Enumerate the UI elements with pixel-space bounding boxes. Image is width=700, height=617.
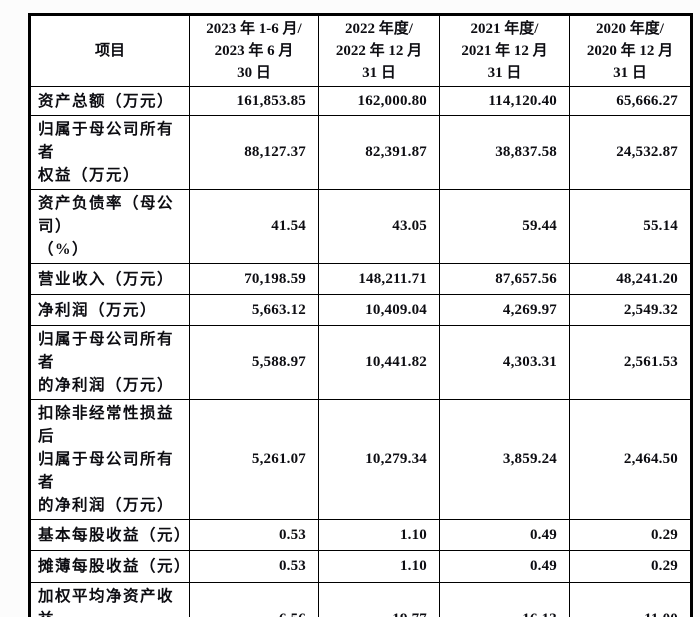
cell-value: 10,279.34 bbox=[318, 399, 440, 520]
cell-value: 5,663.12 bbox=[189, 294, 319, 326]
column-header-item: 项目 bbox=[29, 14, 190, 87]
cell-value: 2,464.50 bbox=[569, 399, 692, 520]
cell-value: 0.49 bbox=[439, 519, 570, 551]
row-label: 营业收入（万元） bbox=[29, 263, 190, 295]
row-label: 净利润（万元） bbox=[29, 294, 190, 326]
row-label: 归属于母公司所有者 权益（万元） bbox=[29, 115, 190, 190]
table-row-basic-eps: 基本每股收益（元） 0.53 1.10 0.49 0.29 bbox=[29, 519, 692, 551]
cell-value: 2,561.53 bbox=[569, 325, 692, 400]
column-header-2022: 2022 年度/ 2022 年 12 月 31 日 bbox=[318, 14, 440, 87]
cell-value: 4,269.97 bbox=[439, 294, 570, 326]
cell-value: 0.53 bbox=[189, 519, 319, 551]
cell-value: 162,000.80 bbox=[318, 86, 440, 116]
cell-value: 65,666.27 bbox=[569, 86, 692, 116]
table-row-revenue: 营业收入（万元） 70,198.59 148,211.71 87,657.56 … bbox=[29, 263, 692, 295]
cell-value: 3,859.24 bbox=[439, 399, 570, 520]
cell-value: 5,588.97 bbox=[189, 325, 319, 400]
cell-value: 0.29 bbox=[569, 519, 692, 551]
cell-value: 11.00 bbox=[569, 582, 692, 617]
table-row-parent-equity: 归属于母公司所有者 权益（万元） 88,127.37 82,391.87 38,… bbox=[29, 115, 692, 190]
column-header-2023h1: 2023 年 1-6 月/ 2023 年 6 月 30 日 bbox=[189, 14, 319, 87]
column-header-2020: 2020 年度/ 2020 年 12 月 31 日 bbox=[569, 14, 692, 87]
cell-value: 38,837.58 bbox=[439, 115, 570, 190]
table-row-total-assets: 资产总额（万元） 161,853.85 162,000.80 114,120.4… bbox=[29, 86, 692, 116]
table-row-net-profit: 净利润（万元） 5,663.12 10,409.04 4,269.97 2,54… bbox=[29, 294, 692, 326]
table-row-debt-ratio: 资产负债率（母公司） （%） 41.54 43.05 59.44 55.14 bbox=[29, 189, 692, 264]
cell-value: 19.77 bbox=[318, 582, 440, 617]
cell-value: 16.13 bbox=[439, 582, 570, 617]
cell-value: 0.49 bbox=[439, 550, 570, 583]
table-row-deducted-net-profit: 扣除非经常性损益后 归属于母公司所有者 的净利润（万元） 5,261.07 10… bbox=[29, 399, 692, 520]
row-label: 加权平均净资产收益 率（%） bbox=[29, 582, 190, 617]
cell-value: 10,441.82 bbox=[318, 325, 440, 400]
cell-value: 24,532.87 bbox=[569, 115, 692, 190]
cell-value: 0.53 bbox=[189, 550, 319, 583]
cell-value: 59.44 bbox=[439, 189, 570, 264]
cell-value: 41.54 bbox=[189, 189, 319, 264]
row-label: 资产负债率（母公司） （%） bbox=[29, 189, 190, 264]
cell-value: 114,120.40 bbox=[439, 86, 570, 116]
cell-value: 2,549.32 bbox=[569, 294, 692, 326]
cell-value: 88,127.37 bbox=[189, 115, 319, 190]
row-label: 扣除非经常性损益后 归属于母公司所有者 的净利润（万元） bbox=[29, 399, 190, 520]
cell-value: 1.10 bbox=[318, 550, 440, 583]
table-row-weighted-roe: 加权平均净资产收益 率（%） 6.56 19.77 16.13 11.00 bbox=[29, 582, 692, 617]
row-label: 归属于母公司所有者 的净利润（万元） bbox=[29, 325, 190, 400]
cell-value: 5,261.07 bbox=[189, 399, 319, 520]
column-header-2021: 2021 年度/ 2021 年 12 月 31 日 bbox=[439, 14, 570, 87]
cell-value: 48,241.20 bbox=[569, 263, 692, 295]
cell-value: 10,409.04 bbox=[318, 294, 440, 326]
cell-value: 55.14 bbox=[569, 189, 692, 264]
header-row: 项目 2023 年 1-6 月/ 2023 年 6 月 30 日 2022 年度… bbox=[29, 14, 692, 87]
cell-value: 161,853.85 bbox=[189, 86, 319, 116]
cell-value: 6.56 bbox=[189, 582, 319, 617]
cell-value: 1.10 bbox=[318, 519, 440, 551]
cell-value: 4,303.31 bbox=[439, 325, 570, 400]
table-row-parent-net-profit: 归属于母公司所有者 的净利润（万元） 5,588.97 10,441.82 4,… bbox=[29, 325, 692, 400]
cell-value: 148,211.71 bbox=[318, 263, 440, 295]
cell-value: 0.29 bbox=[569, 550, 692, 583]
row-label: 摊薄每股收益（元） bbox=[29, 550, 190, 583]
financial-summary-table: 项目 2023 年 1-6 月/ 2023 年 6 月 30 日 2022 年度… bbox=[28, 13, 693, 617]
cell-value: 87,657.56 bbox=[439, 263, 570, 295]
row-label: 基本每股收益（元） bbox=[29, 519, 190, 551]
cell-value: 82,391.87 bbox=[318, 115, 440, 190]
cell-value: 43.05 bbox=[318, 189, 440, 264]
table-row-diluted-eps: 摊薄每股收益（元） 0.53 1.10 0.49 0.29 bbox=[29, 550, 692, 583]
cell-value: 70,198.59 bbox=[189, 263, 319, 295]
row-label: 资产总额（万元） bbox=[29, 86, 190, 116]
